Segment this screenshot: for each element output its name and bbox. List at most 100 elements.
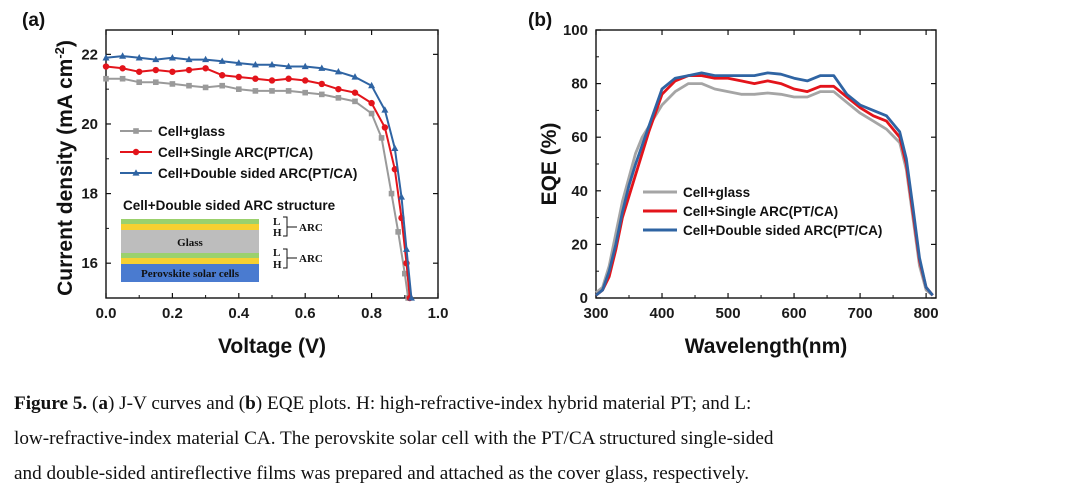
eqe-x-tick-label: 700 — [848, 305, 873, 322]
eqe-y-tick-label: 100 — [563, 22, 588, 39]
inset-layer-l-top — [121, 219, 259, 224]
jv-x-tick-label: 0.8 — [361, 305, 382, 322]
eqe-legend-label-1: Cell+glass — [683, 185, 750, 200]
inset-title: Cell+Double sided ARC structure — [123, 198, 336, 213]
jv-series-3-point — [152, 55, 160, 63]
jv-series-1-point — [136, 79, 142, 86]
jv-series-2-point — [136, 68, 143, 75]
inset-label-h-top: H — [273, 227, 282, 239]
jv-series-2-point — [285, 75, 292, 82]
jv-series-3-point — [235, 59, 243, 66]
jv-series-1-point — [378, 135, 385, 141]
eqe-legend-label-2: Cell+Single ARC(PT/CA) — [683, 204, 838, 219]
jv-series-line-3 — [105, 55, 413, 299]
jv-x-tick-label: 0.2 — [162, 305, 183, 322]
jv-series-1-point — [285, 88, 292, 94]
inset-bracket-bottom — [283, 248, 297, 269]
jv-chart: (a) Current density (mA cm-2) Voltage (V… — [22, 10, 448, 358]
eqe-y-tick-label: 60 — [571, 129, 588, 146]
jv-series-1-point — [219, 82, 225, 89]
inset-glass-label: Glass — [177, 237, 203, 249]
jv-y-tick-label: 22 — [81, 46, 98, 63]
jv-series-1-point — [395, 229, 401, 235]
jv-series-3-point — [168, 54, 176, 61]
jv-series-1-point — [402, 270, 408, 277]
eqe-series-line-3 — [595, 71, 934, 297]
eqe-x-axis-title: Wavelength(nm) — [685, 335, 848, 358]
inset-layer-cell — [121, 264, 259, 282]
eqe-legend: Cell+glass Cell+Single ARC(PT/CA) Cell+Dou… — [643, 185, 882, 238]
jv-series-3-point — [407, 294, 415, 301]
inset-layer-glass — [121, 230, 259, 253]
jv-series-2-point — [351, 89, 359, 96]
jv-legend-marker-1 — [133, 128, 139, 134]
inset-layer-l-bottom — [121, 253, 259, 258]
jv-series-1-point — [269, 88, 275, 94]
caption-line-2: low-refractive-index material CA. The pe… — [14, 428, 774, 449]
eqe-x-tick-label: 400 — [650, 305, 675, 322]
jv-series-3-point — [268, 61, 276, 68]
eqe-x-tick-label: 600 — [782, 305, 807, 322]
jv-series-1-point — [119, 75, 126, 82]
eqe-series — [595, 71, 934, 297]
panel-label-b: (b) — [528, 10, 552, 31]
jv-series-3-point — [185, 55, 193, 63]
eqe-x-tick-label: 500 — [716, 305, 741, 322]
jv-y-tick-label: 18 — [81, 186, 98, 203]
jv-series-2-point — [119, 65, 126, 72]
caption-label: Figure 5. — [14, 393, 88, 414]
jv-series-1-point — [236, 86, 242, 92]
eqe-x-tick-label: 800 — [914, 305, 939, 322]
jv-legend-marker-2 — [132, 148, 140, 156]
jv-series-3-point — [318, 64, 326, 71]
inset-arc-bottom: ARC — [299, 253, 323, 265]
eqe-y-tick-label: 40 — [571, 183, 588, 200]
eqe-chart: (b) EQE (%) Wavelength(nm) 300 400 500 600 7… — [528, 10, 939, 358]
inset-arc-top: ARC — [299, 222, 323, 234]
jv-x-tick-label: 0.4 — [228, 305, 250, 322]
inset-layer-h-top — [121, 224, 259, 230]
jv-series-2-point — [252, 75, 259, 82]
jv-series-2-point — [335, 85, 342, 93]
jv-series-2-point — [185, 66, 193, 74]
jv-series-1-point — [186, 82, 192, 89]
caption-line-1: Figure 5. (a) J-V curves and (b) EQE plo… — [14, 393, 752, 414]
jv-series-2-point — [368, 99, 375, 107]
figure-caption: Figure 5. (a) J-V curves and (b) EQE plo… — [14, 386, 1070, 491]
eqe-y-axis-title: EQE (%) — [538, 123, 561, 206]
jv-series-3-point — [135, 54, 143, 61]
eqe-series-line-1 — [595, 82, 934, 297]
jv-series-2-point — [102, 63, 110, 70]
jv-series-2-point — [268, 77, 276, 84]
jv-series-2-point — [318, 80, 325, 88]
jv-series-1-point — [388, 190, 395, 197]
jv-series-3-point — [397, 193, 405, 200]
jv-series-1-point — [169, 81, 176, 87]
jv-x-axis-title: Voltage (V) — [218, 335, 326, 358]
inset-layer-h-bottom — [121, 258, 259, 264]
jv-series-3-point — [202, 55, 210, 63]
inset-cell-label: Perovskite solar cells — [141, 268, 240, 280]
jv-series-2-point — [219, 72, 226, 79]
eqe-legend-label-3: Cell+Double sided ARC(PT/CA) — [683, 223, 882, 238]
jv-legend-label-2: Cell+Single ARC(PT/CA) — [158, 145, 313, 160]
eqe-y-tick-label: 20 — [571, 236, 588, 253]
jv-series-2-point — [391, 166, 399, 173]
jv-series-2-point — [381, 124, 389, 131]
jv-series-2-point — [202, 65, 209, 72]
jv-legend: Cell+glass Cell+Single ARC(PT/CA) Cell+Dou… — [120, 124, 357, 181]
jv-series-1-point — [252, 88, 259, 94]
eqe-axes: 300 400 500 600 700 800 0 20 40 60 80 100 — [563, 22, 939, 322]
inset-label-h-bottom: H — [273, 259, 282, 271]
eqe-y-tick-label: 80 — [571, 76, 588, 93]
jv-series-3-point — [119, 52, 127, 59]
jv-series-1-point — [368, 110, 375, 117]
jv-series-3-point — [251, 61, 259, 68]
jv-series-3-point — [334, 67, 342, 75]
jv-series-line-1 — [106, 77, 410, 299]
jv-series-1-point — [202, 84, 209, 91]
jv-series-line-2 — [105, 65, 411, 299]
jv-series-3-point — [218, 57, 226, 64]
jv-x-tick-label: 0.6 — [295, 305, 316, 322]
jv-series-3-point — [301, 62, 309, 70]
